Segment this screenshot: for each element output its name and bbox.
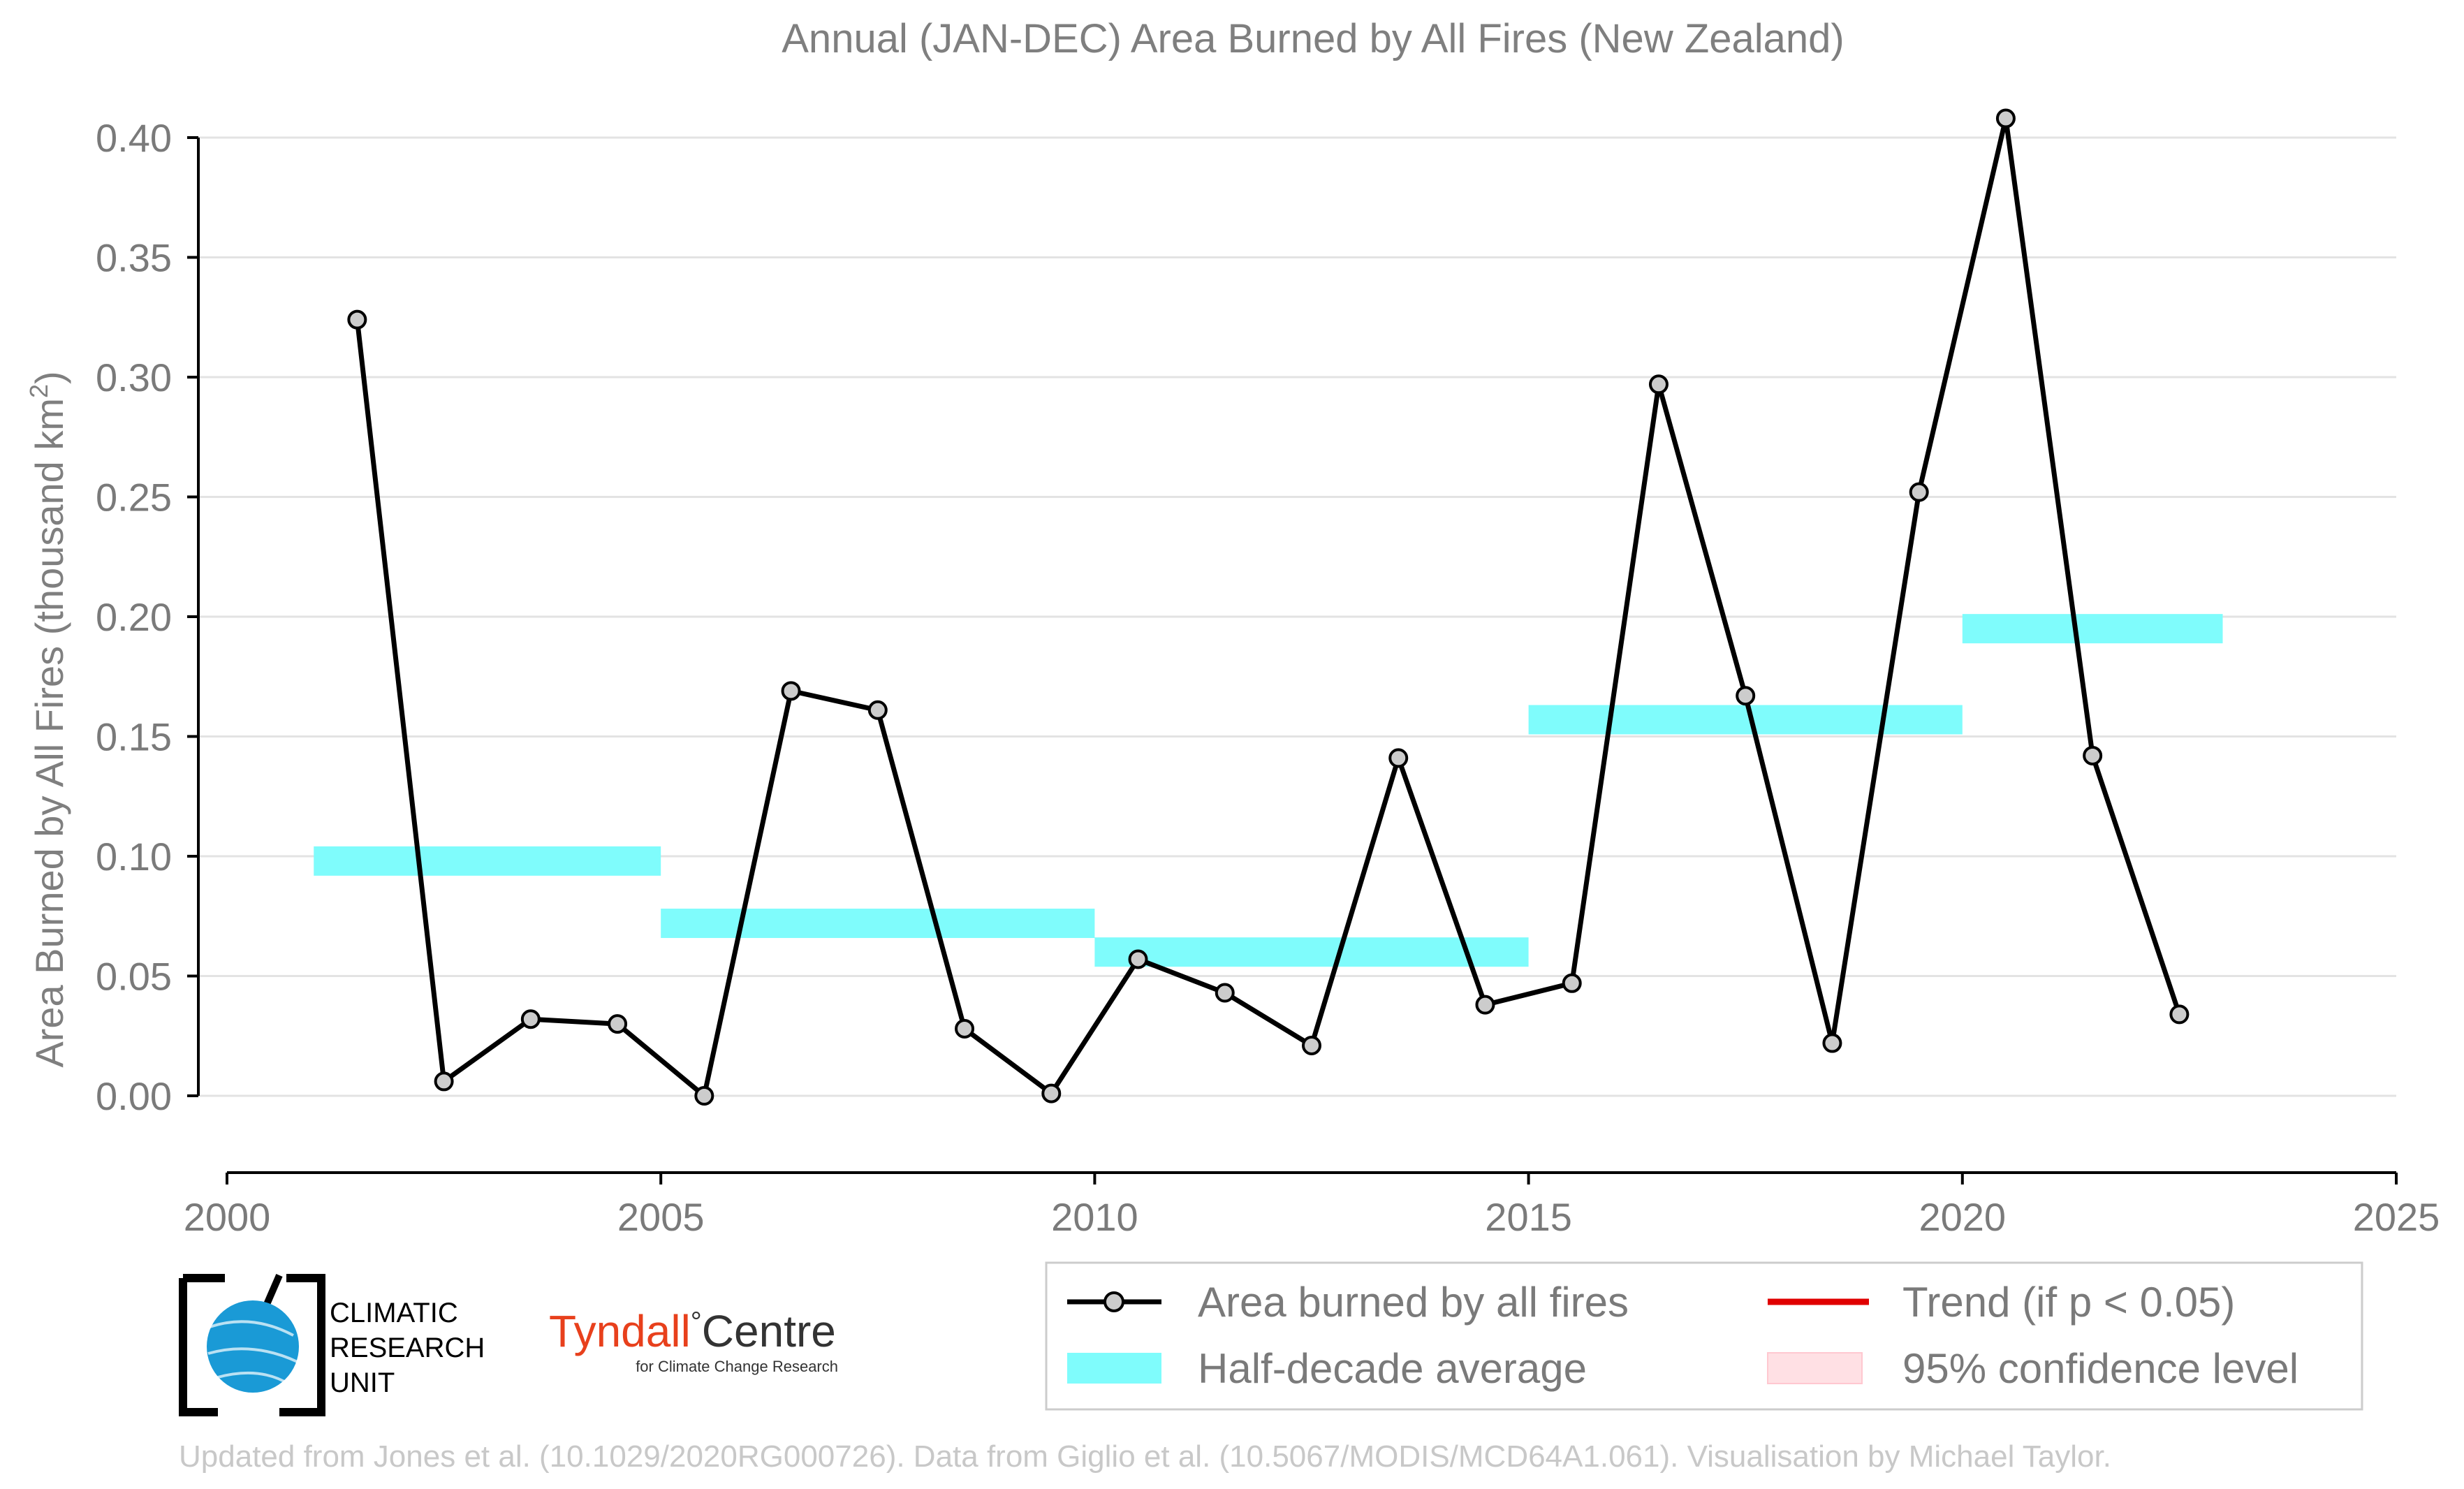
tyndall-main: Tyndall (549, 1306, 691, 1356)
data-point (1562, 973, 1582, 993)
data-point (1388, 748, 1409, 768)
y-tick-label: 0.40 (96, 116, 172, 160)
cru-text-line1: CLIMATIC (330, 1298, 458, 1328)
data-point (1215, 983, 1235, 1003)
cru-globe-swirl (207, 1320, 298, 1386)
y-tick-label: 0.00 (96, 1074, 172, 1118)
y-axis-label-sup: 2 (24, 384, 53, 398)
tyndall-degree: ° (691, 1307, 702, 1337)
data-point (694, 1086, 714, 1106)
data-point (1822, 1033, 1842, 1053)
legend-swatch-confidence (1767, 1352, 1863, 1384)
x-tick-label: 2020 (1919, 1195, 2007, 1239)
legend-label-confidence: 95% confidence level (1902, 1345, 2298, 1392)
y-tick-label: 0.20 (96, 595, 172, 639)
series-area-burned (347, 108, 2190, 1106)
legend-label-trend: Trend (if p < 0.05) (1902, 1279, 2235, 1326)
y-axis-label-close: ) (27, 371, 71, 384)
y-tick-label: 0.25 (96, 476, 172, 520)
data-point (608, 1014, 628, 1034)
y-ticks: 0.00 0.05 0.10 0.15 0.20 0.25 0.30 0.35 0.40 (96, 116, 198, 1118)
data-point (1475, 995, 1495, 1015)
data-point (781, 681, 801, 701)
cru-text-line3: UNIT (330, 1367, 395, 1398)
x-tick-label: 2010 (1051, 1195, 1138, 1239)
series-line (354, 116, 2182, 1099)
legend-swatch-area-marker (1103, 1291, 1124, 1312)
tyndall-logo: Tyndall°Centre for Climate Change Resear… (549, 1306, 838, 1375)
cru-logo: CLIMATIC RESEARCH UNIT (179, 1274, 485, 1416)
cru-bracket-right (279, 1274, 325, 1416)
half-decade-bar (314, 846, 661, 876)
y-tick-label: 0.35 (96, 236, 172, 280)
legend-frame (1045, 1261, 2363, 1411)
data-point (434, 1071, 454, 1092)
data-point (1736, 686, 1756, 706)
data-point (520, 1009, 541, 1029)
legend: Area burned by all fires Trend (if p < 0… (1045, 1261, 2363, 1411)
half-decade-bar (1962, 614, 2223, 644)
cru-text-line2: RESEARCH (330, 1333, 485, 1363)
data-point (2083, 745, 2103, 765)
tyndall-subtitle: for Climate Change Research (636, 1358, 838, 1375)
data-point (1302, 1035, 1321, 1055)
y-tick-label: 0.30 (96, 355, 172, 399)
y-axis-label: Area Burned by All Fires (thousand km2) (24, 371, 71, 1067)
half-decade-bar (1528, 705, 1963, 735)
y-tick-label: 0.05 (96, 955, 172, 999)
half-decade-bar (1094, 937, 1529, 967)
x-tick-label: 2015 (1485, 1195, 1572, 1239)
x-tick-label: 2000 (184, 1195, 271, 1239)
legend-label-halfdecade: Half-decade average (1198, 1345, 1587, 1392)
x-ticks: 2000 2005 2010 2015 2020 2025 (184, 1173, 2440, 1239)
data-point (1648, 374, 1669, 395)
data-point (867, 700, 888, 720)
half-decade-bar (661, 909, 1095, 939)
tyndall-centre: Centre (702, 1306, 836, 1356)
tyndall-wordmark: Tyndall°Centre (549, 1306, 836, 1356)
data-point (2169, 1004, 2190, 1025)
cru-globe-icon (207, 1300, 299, 1393)
data-point (347, 309, 367, 330)
footer-credits: Updated from Jones et al. (10.1029/2020R… (179, 1439, 2111, 1474)
chart-title: Annual (JAN-DEC) Area Burned by All Fire… (782, 16, 1844, 61)
y-tick-label: 0.10 (96, 835, 172, 879)
x-tick-label: 2025 (2353, 1195, 2440, 1239)
data-point (1909, 482, 1929, 502)
legend-label-area: Area burned by all fires (1198, 1279, 1629, 1326)
cru-bracket-left (179, 1274, 225, 1416)
data-point (955, 1018, 975, 1039)
y-tick-label: 0.15 (96, 715, 172, 759)
data-point (1041, 1083, 1062, 1103)
x-tick-label: 2005 (617, 1195, 705, 1239)
legend-swatch-halfdecade (1067, 1353, 1161, 1384)
cru-slash (262, 1274, 283, 1309)
data-point (1128, 949, 1148, 969)
data-point (1995, 108, 2016, 129)
y-axis-label-main: Area Burned by All Fires (thousand km (27, 398, 71, 1068)
half-decade-bars (314, 614, 2223, 967)
